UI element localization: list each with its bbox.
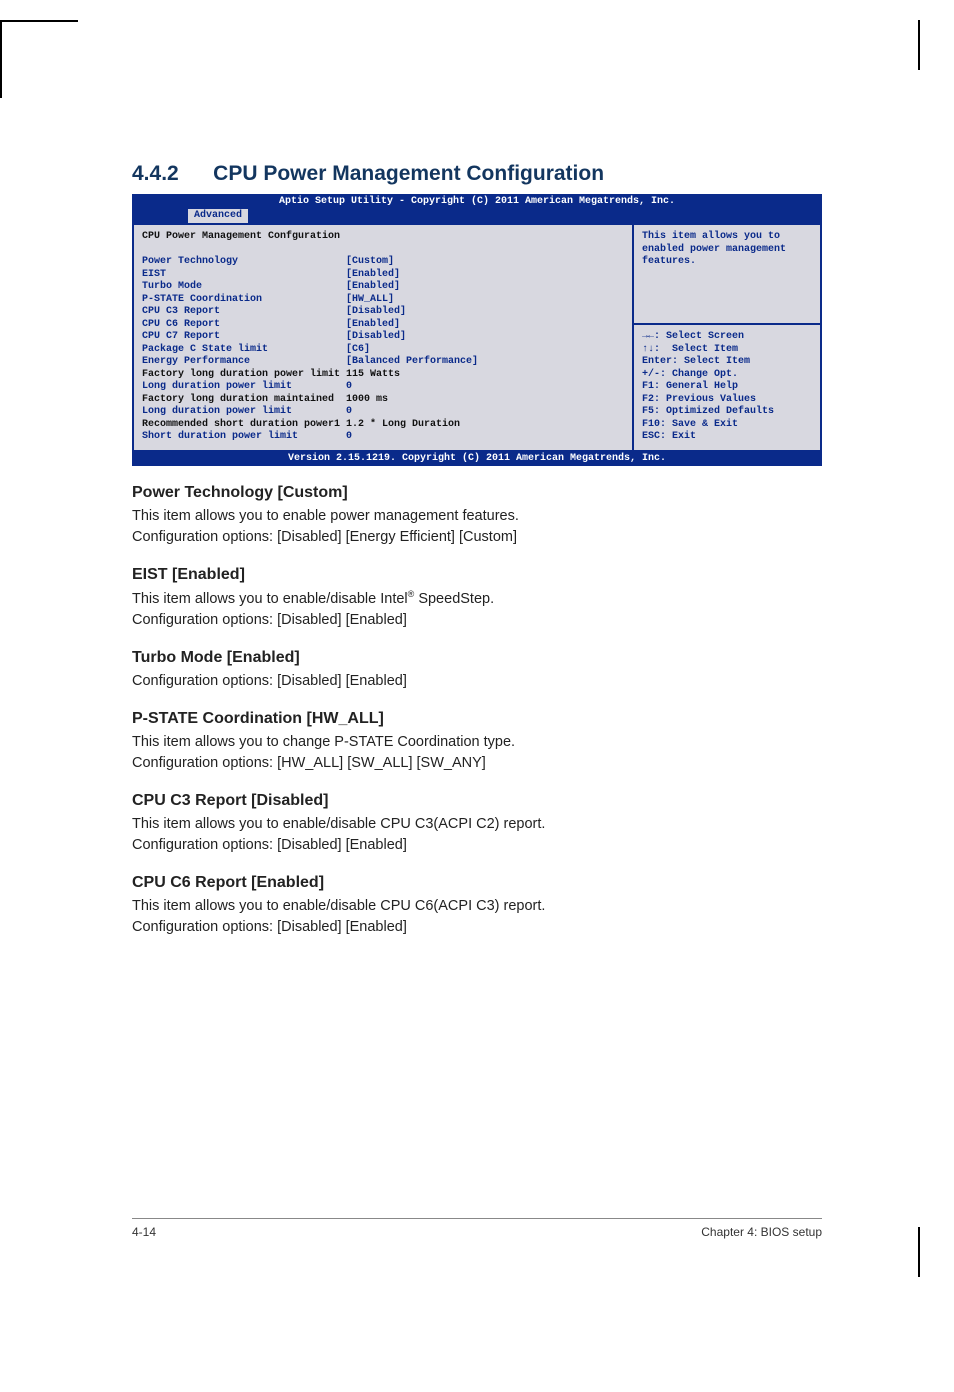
- setting-description: P-STATE Coordination [HW_ALL] This item a…: [132, 710, 822, 774]
- page-content: 4.4.2 CPU Power Management Configuration…: [0, 0, 954, 1291]
- setting-heading: Turbo Mode [Enabled]: [132, 649, 822, 667]
- setting-body: Configuration options: [HW_ALL] [SW_ALL]…: [132, 753, 822, 774]
- setting-description: EIST [Enabled] This item allows you to en…: [132, 566, 822, 631]
- section-title: CPU Power Management Configuration: [213, 162, 604, 185]
- bios-body: CPU Power Management Confguration Power …: [132, 223, 822, 452]
- crop-mark: [0, 20, 78, 22]
- bios-screenshot: Aptio Setup Utility - Copyright (C) 2011…: [132, 194, 822, 466]
- setting-body: This item allows you to enable power man…: [132, 506, 822, 527]
- bios-footer: Version 2.15.1219. Copyright (C) 2011 Am…: [132, 452, 822, 467]
- setting-description: Turbo Mode [Enabled] Configuration option…: [132, 649, 822, 692]
- bios-help-text: This item allows you to enabled power ma…: [642, 231, 812, 269]
- setting-heading: P-STATE Coordination [HW_ALL]: [132, 710, 822, 728]
- setting-body: This item allows you to change P-STATE C…: [132, 732, 822, 753]
- setting-body: Configuration options: [Disabled] [Enabl…: [132, 835, 822, 856]
- bios-help-separator: [634, 323, 820, 325]
- setting-description: Power Technology [Custom] This item allow…: [132, 484, 822, 548]
- bios-header-title: Aptio Setup Utility - Copyright (C) 2011…: [138, 196, 816, 209]
- setting-body: This item allows you to enable/disable C…: [132, 814, 822, 835]
- setting-description: CPU C6 Report [Enabled] This item allows …: [132, 874, 822, 938]
- section-heading: 4.4.2 CPU Power Management Configuration: [132, 162, 822, 186]
- bios-header: Aptio Setup Utility - Copyright (C) 2011…: [132, 194, 822, 223]
- setting-body: Configuration options: [Disabled] [Energ…: [132, 527, 822, 548]
- page-footer: 4-14 Chapter 4: BIOS setup: [132, 1218, 822, 1239]
- page-number: 4-14: [132, 1225, 156, 1239]
- setting-description: CPU C3 Report [Disabled] This item allows…: [132, 792, 822, 856]
- bios-right-panel: This item allows you to enabled power ma…: [634, 225, 822, 450]
- setting-body: Configuration options: [Disabled] [Enabl…: [132, 671, 822, 692]
- description-sections: Power Technology [Custom] This item allow…: [132, 484, 822, 938]
- bios-tab-advanced: Advanced: [188, 209, 248, 224]
- bios-left-panel: CPU Power Management Confguration Power …: [132, 225, 634, 450]
- setting-heading: CPU C6 Report [Enabled]: [132, 874, 822, 892]
- crop-mark: [918, 20, 920, 70]
- setting-body: Configuration options: [Disabled] [Enabl…: [132, 917, 822, 938]
- setting-heading: Power Technology [Custom]: [132, 484, 822, 502]
- section-number: 4.4.2: [132, 162, 179, 186]
- setting-body: This item allows you to enable/disable C…: [132, 896, 822, 917]
- setting-body: This item allows you to enable/disable I…: [132, 588, 822, 631]
- bios-key-help: →←: Select Screen ↑↓: Select Item Enter:…: [642, 331, 812, 444]
- setting-heading: CPU C3 Report [Disabled]: [132, 792, 822, 810]
- chapter-label: Chapter 4: BIOS setup: [701, 1225, 822, 1239]
- setting-heading: EIST [Enabled]: [132, 566, 822, 584]
- crop-mark: [0, 20, 2, 98]
- crop-mark: [918, 1227, 920, 1277]
